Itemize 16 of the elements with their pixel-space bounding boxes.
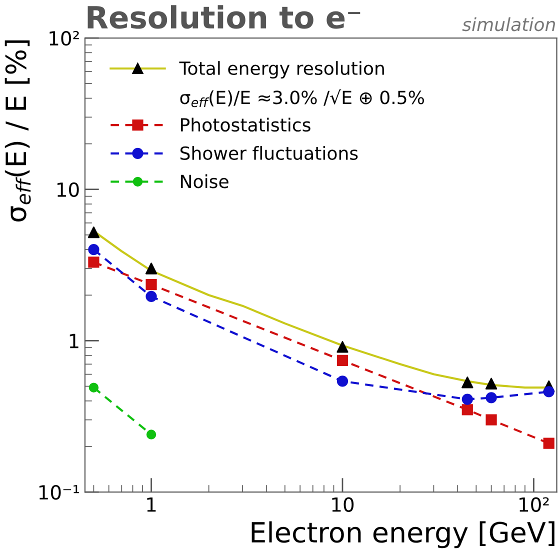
- y-tick-label: 10⁻¹: [39, 485, 80, 500]
- legend-label: Shower fluctuations: [180, 146, 358, 160]
- x-axis-title: Electron energy [GeV]: [252, 521, 554, 548]
- chart-subtitle: simulation: [462, 17, 555, 32]
- y-tick-label: 10²: [50, 30, 79, 46]
- legend-label: Noise: [181, 174, 228, 188]
- legend-label: Total energy resolution: [179, 61, 384, 79]
- y-tick-label: 1: [70, 334, 78, 348]
- annotation: σ$_{eff}$(E)/E ≈3.0% /√E ⊕ 0.5%: [180, 89, 424, 108]
- chart-title: Resolution to e⁻: [88, 5, 360, 29]
- y-tick-label: 10: [58, 182, 79, 198]
- x-tick-label: 1: [147, 498, 156, 512]
- x-tick-label: 10²: [520, 497, 549, 512]
- y-axis-title: σ$_{eff}$(E) / E [%]: [4, 40, 31, 222]
- x-tick-label: 10: [332, 497, 354, 512]
- legend-label: Photostatistics: [181, 118, 310, 132]
